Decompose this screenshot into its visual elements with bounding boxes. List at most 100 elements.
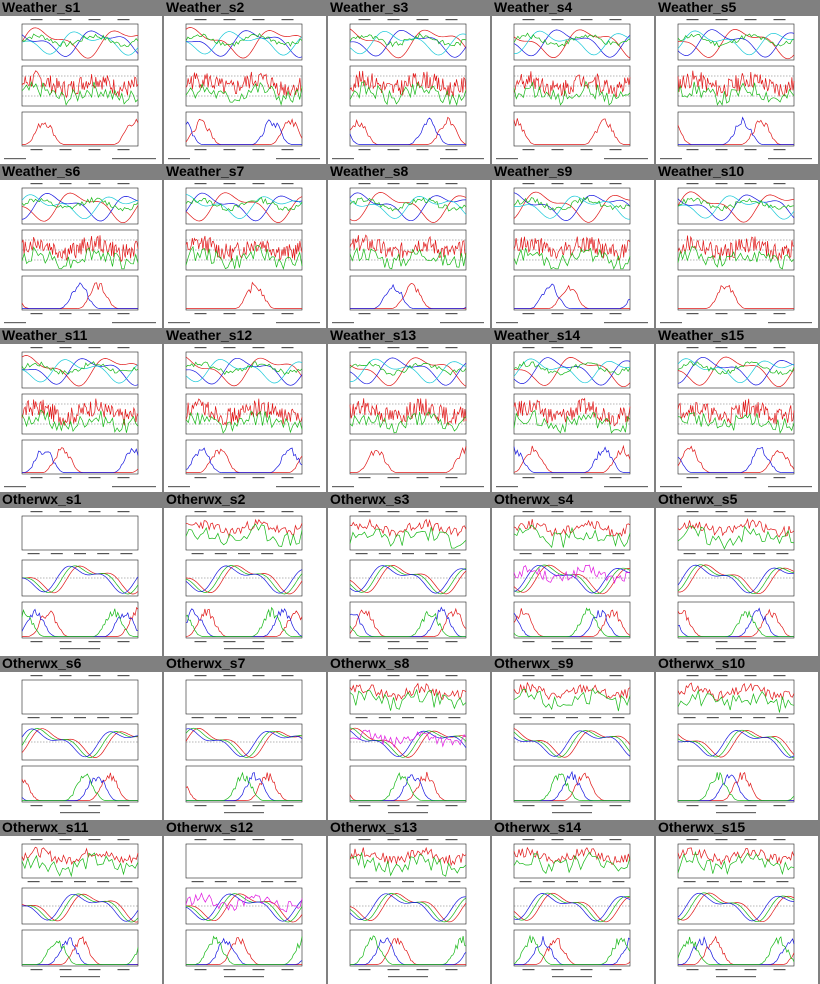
thumbnail-image[interactable] <box>492 180 654 328</box>
thumbnail-cell[interactable]: Otherwx_s7 <box>164 656 328 820</box>
thumbnail-title[interactable]: Weather_s7 <box>166 163 244 179</box>
thumbnail-cell[interactable]: Weather_s8 <box>328 164 492 328</box>
thumbnail-title[interactable]: Otherwx_s5 <box>658 491 737 507</box>
thumbnail-image[interactable] <box>656 16 818 164</box>
thumbnail-title[interactable]: Weather_s8 <box>330 163 408 179</box>
thumbnail-title[interactable]: Otherwx_s14 <box>494 819 581 835</box>
thumbnail-cell[interactable]: Weather_s7 <box>164 164 328 328</box>
thumbnail-cell[interactable]: Otherwx_s10 <box>656 656 820 820</box>
thumbnail-cell[interactable]: Weather_s1 <box>0 0 164 164</box>
thumbnail-title[interactable]: Otherwx_s4 <box>494 491 573 507</box>
thumbnail-title[interactable]: Otherwx_s9 <box>494 655 573 671</box>
thumbnail-title[interactable]: Otherwx_s1 <box>2 491 81 507</box>
thumbnail-image[interactable] <box>164 508 326 656</box>
thumbnail-title[interactable]: Otherwx_s6 <box>2 655 81 671</box>
thumbnail-cell[interactable]: Otherwx_s12 <box>164 820 328 984</box>
thumbnail-image[interactable] <box>164 672 326 820</box>
thumbnail-image[interactable] <box>492 16 654 164</box>
thumbnail-image[interactable] <box>328 672 490 820</box>
thumbnail-image[interactable] <box>164 16 326 164</box>
thumbnail-title[interactable]: Weather_s5 <box>658 0 736 15</box>
thumbnail-cell[interactable]: Otherwx_s15 <box>656 820 820 984</box>
thumbnail-image[interactable] <box>492 508 654 656</box>
thumbnail-title[interactable]: Otherwx_s11 <box>2 819 88 835</box>
thumbnail-title[interactable]: Weather_s15 <box>658 327 744 343</box>
thumbnail-title[interactable]: Weather_s9 <box>494 163 572 179</box>
tick-label-placeholder <box>581 805 593 806</box>
thumbnail-image[interactable] <box>0 672 162 820</box>
thumbnail-image[interactable] <box>328 344 490 492</box>
thumbnail-cell[interactable]: Otherwx_s2 <box>164 492 328 656</box>
thumbnail-image[interactable] <box>164 836 326 984</box>
thumbnail-cell[interactable]: Weather_s14 <box>492 328 656 492</box>
thumbnail-cell[interactable]: Weather_s10 <box>656 164 820 328</box>
tick-label-placeholder <box>589 881 601 882</box>
thumbnail-image[interactable] <box>328 508 490 656</box>
thumbnail-cell[interactable]: Otherwx_s13 <box>328 820 492 984</box>
thumbnail-title[interactable]: Otherwx_s2 <box>166 491 245 507</box>
thumbnail-image[interactable] <box>328 16 490 164</box>
thumbnail-title[interactable]: Weather_s10 <box>658 163 744 179</box>
thumbnail-image[interactable] <box>492 672 654 820</box>
thumbnail-title[interactable]: Weather_s4 <box>494 0 572 15</box>
thumbnail-title[interactable]: Weather_s12 <box>166 327 252 343</box>
thumbnail-cell[interactable]: Weather_s13 <box>328 328 492 492</box>
footer-note <box>112 486 156 487</box>
thumbnail-image[interactable] <box>0 16 162 164</box>
thumbnail-title[interactable]: Weather_s2 <box>166 0 244 15</box>
thumbnail-title[interactable]: Weather_s6 <box>2 163 80 179</box>
thumbnail-image[interactable] <box>0 836 162 984</box>
thumbnail-cell[interactable]: Otherwx_s5 <box>656 492 820 656</box>
thumbnail-title[interactable]: Weather_s1 <box>2 0 80 15</box>
thumbnail-image[interactable] <box>0 508 162 656</box>
tick-label-placeholder <box>282 969 294 970</box>
thumbnail-image[interactable] <box>492 344 654 492</box>
thumbnail-image[interactable] <box>656 836 818 984</box>
thumbnail-image[interactable] <box>656 344 818 492</box>
thumbnail-image[interactable] <box>328 180 490 328</box>
thumbnail-cell[interactable]: Weather_s9 <box>492 164 656 328</box>
tick-label-placeholder <box>552 969 564 970</box>
thumbnail-cell[interactable]: Weather_s3 <box>328 0 492 164</box>
tick-label-placeholder <box>31 969 43 970</box>
thumbnail-title[interactable]: Weather_s3 <box>330 0 408 15</box>
series-red <box>678 120 794 144</box>
tick-label-placeholder <box>684 881 696 882</box>
thumbnail-cell[interactable]: Otherwx_s14 <box>492 820 656 984</box>
thumbnail-cell[interactable]: Otherwx_s8 <box>328 656 492 820</box>
thumbnail-image[interactable] <box>492 836 654 984</box>
thumbnail-title[interactable]: Otherwx_s15 <box>658 819 745 835</box>
thumbnail-title[interactable]: Weather_s11 <box>2 327 87 343</box>
thumbnail-image[interactable] <box>0 180 162 328</box>
thumbnail-cell[interactable]: Otherwx_s9 <box>492 656 656 820</box>
thumbnail-cell[interactable]: Otherwx_s6 <box>0 656 164 820</box>
thumbnail-cell[interactable]: Weather_s6 <box>0 164 164 328</box>
thumbnail-image[interactable] <box>164 180 326 328</box>
thumbnail-cell[interactable]: Weather_s4 <box>492 0 656 164</box>
thumbnail-title[interactable]: Otherwx_s8 <box>330 655 409 671</box>
thumbnail-cell[interactable]: Weather_s11 <box>0 328 164 492</box>
thumbnail-cell[interactable]: Weather_s15 <box>656 328 820 492</box>
thumbnail-title[interactable]: Weather_s14 <box>494 327 580 343</box>
thumbnail-cell[interactable]: Otherwx_s11 <box>0 820 164 984</box>
thumbnail-image[interactable] <box>656 508 818 656</box>
thumbnail-image[interactable] <box>164 344 326 492</box>
thumbnail-title[interactable]: Weather_s13 <box>330 327 416 343</box>
thumbnail-title[interactable]: Otherwx_s7 <box>166 655 245 671</box>
thumbnail-image[interactable] <box>656 672 818 820</box>
thumbnail-title[interactable]: Otherwx_s3 <box>330 491 409 507</box>
thumbnail-image[interactable] <box>0 344 162 492</box>
thumbnail-image[interactable] <box>656 180 818 328</box>
thumbnail-cell[interactable]: Otherwx_s3 <box>328 492 492 656</box>
thumbnail-cell[interactable]: Weather_s5 <box>656 0 820 164</box>
thumbnail-cell[interactable]: Otherwx_s1 <box>0 492 164 656</box>
tick-label-placeholder <box>581 149 593 150</box>
thumbnail-image[interactable] <box>328 836 490 984</box>
tick-label-placeholder <box>253 839 265 840</box>
thumbnail-cell[interactable]: Weather_s12 <box>164 328 328 492</box>
thumbnail-title[interactable]: Otherwx_s10 <box>658 655 745 671</box>
thumbnail-cell[interactable]: Otherwx_s4 <box>492 492 656 656</box>
thumbnail-cell[interactable]: Weather_s2 <box>164 0 328 164</box>
thumbnail-title[interactable]: Otherwx_s13 <box>330 819 417 835</box>
thumbnail-title[interactable]: Otherwx_s12 <box>166 819 253 835</box>
